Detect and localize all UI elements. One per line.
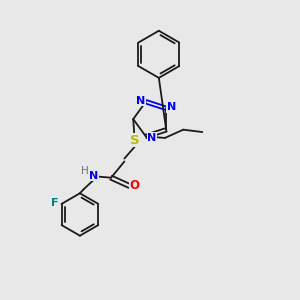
Text: N: N [136,96,145,106]
Text: H: H [81,166,88,176]
Text: F: F [51,198,59,208]
Text: S: S [130,134,140,147]
Text: N: N [89,171,98,181]
Text: N: N [167,103,176,112]
Text: O: O [130,179,140,192]
Text: N: N [147,133,156,143]
